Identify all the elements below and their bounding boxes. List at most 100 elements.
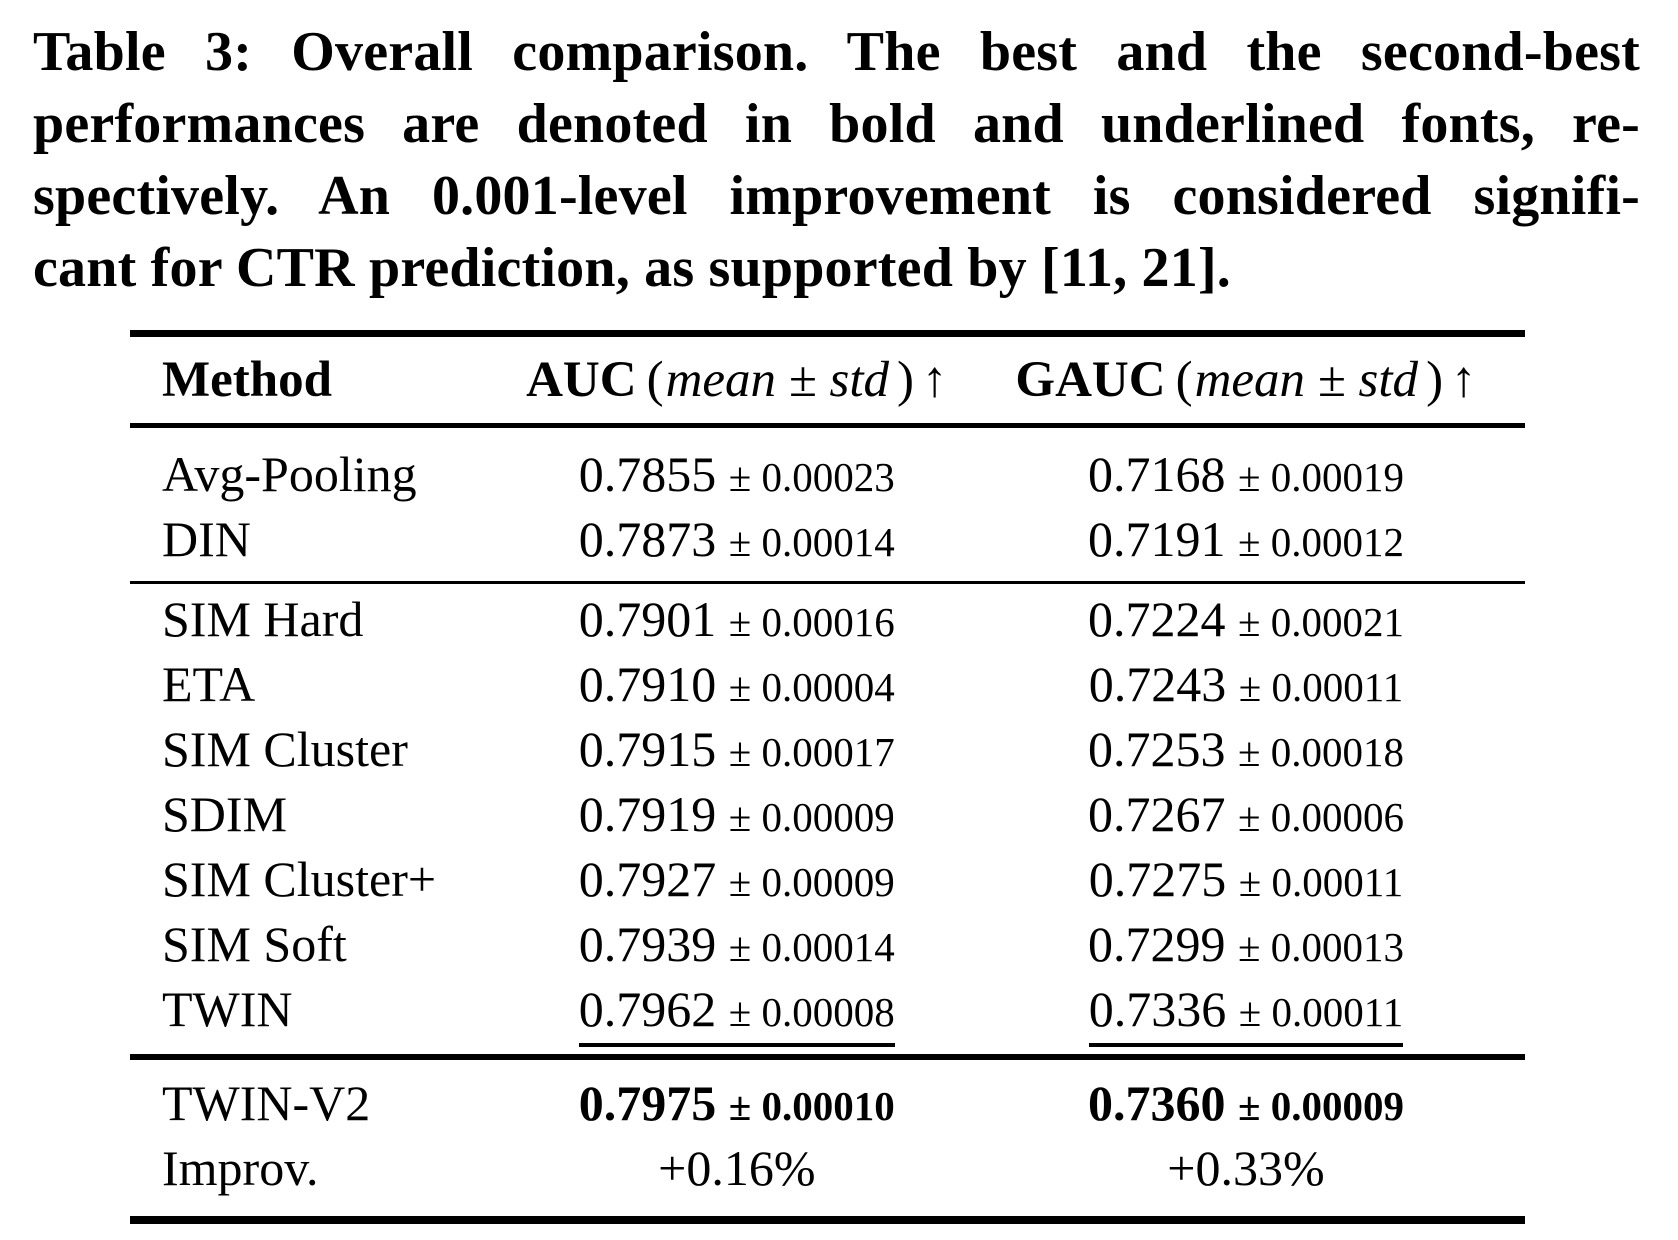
gauc-std: ± 0.00009 xyxy=(1237,1082,1404,1129)
header-method: Method xyxy=(162,352,332,408)
gauc-cell: 0.7191 ± 0.00012 xyxy=(967,510,1525,568)
auc-cell: 0.7919 ± 0.00009 xyxy=(507,785,967,843)
gauc-std: ± 0.00021 xyxy=(1237,598,1404,645)
caption-line: spectively. An 0.001-level improvement i… xyxy=(33,165,1640,227)
gauc-mean: 0.7299 xyxy=(1087,915,1226,972)
auc-std: ± 0.00010 xyxy=(728,1082,895,1129)
gauc-mean: 0.7267 xyxy=(1087,785,1226,842)
header-gauc: GAUC (mean ± std) ↑ xyxy=(967,351,1525,409)
auc-std: ± 0.00023 xyxy=(728,453,895,500)
table-row: SIM Soft 0.7939 ± 0.00014 0.7299 ± 0.000… xyxy=(130,911,1525,976)
up-arrow-icon: ↑ xyxy=(1451,352,1477,408)
header-gauc-open-paren: ( xyxy=(1175,352,1193,408)
table-row: ETA 0.7910 ± 0.00004 0.7243 ± 0.00011 xyxy=(130,651,1525,716)
table-row: SIM Cluster+ 0.7927 ± 0.00009 0.7275 ± 0… xyxy=(130,846,1525,911)
auc-cell: 0.7915 ± 0.00017 xyxy=(507,720,967,778)
gauc-mean: 0.7275 xyxy=(1088,850,1227,907)
gauc-cell: 0.7224 ± 0.00021 xyxy=(967,590,1525,648)
underlined-value: 0.7336 ± 0.00011 xyxy=(1088,980,1404,1047)
gauc-std: ± 0.00012 xyxy=(1237,518,1404,565)
table-row-improvement: Improv. +0.16% +0.33% xyxy=(130,1135,1525,1200)
table-row: SIM Cluster 0.7915 ± 0.00017 0.7253 ± 0.… xyxy=(130,716,1525,781)
bold-value: 0.7360 ± 0.00009 xyxy=(1088,1075,1404,1131)
gauc-cell: 0.7299 ± 0.00013 xyxy=(967,915,1525,973)
table-row: DIN 0.7873 ± 0.00014 0.7191 ± 0.00012 xyxy=(130,506,1525,571)
auc-std: ± 0.00009 xyxy=(728,793,895,840)
gauc-mean: 0.7168 xyxy=(1087,445,1226,502)
gauc-mean: 0.7191 xyxy=(1087,510,1226,567)
method-cell: SIM Cluster+ xyxy=(162,850,437,907)
auc-cell: 0.7855 ± 0.00023 xyxy=(507,445,967,503)
gauc-std: ± 0.00018 xyxy=(1237,728,1404,775)
table-row: SIM Hard 0.7901 ± 0.00016 0.7224 ± 0.000… xyxy=(130,586,1525,651)
auc-cell: 0.7910 ± 0.00004 xyxy=(507,655,967,713)
auc-std: ± 0.00008 xyxy=(728,988,895,1035)
gauc-mean: 0.7360 xyxy=(1087,1074,1226,1131)
section-rule xyxy=(130,581,1525,584)
gauc-cell: 0.7336 ± 0.00011 xyxy=(967,980,1525,1047)
table-top-rule xyxy=(130,330,1525,337)
auc-mean: 0.7975 xyxy=(578,1074,717,1131)
gauc-cell: 0.7360 ± 0.00009 xyxy=(967,1074,1525,1132)
auc-mean: 0.7873 xyxy=(578,510,717,567)
gauc-cell: 0.7243 ± 0.00011 xyxy=(967,655,1525,713)
auc-cell: 0.7939 ± 0.00014 xyxy=(507,915,967,973)
section-rule xyxy=(130,1054,1525,1060)
table-row: SDIM 0.7919 ± 0.00009 0.7267 ± 0.00006 xyxy=(130,781,1525,846)
auc-std: ± 0.00009 xyxy=(728,858,895,905)
gauc-std: ± 0.00013 xyxy=(1237,923,1404,970)
auc-improvement: +0.16% xyxy=(658,1139,816,1196)
auc-cell: 0.7873 ± 0.00014 xyxy=(507,510,967,568)
table-header-row: Method AUC (mean ± std) ↑ GAUC (mean ± std)… xyxy=(130,337,1525,423)
auc-std: ± 0.00014 xyxy=(728,923,895,970)
auc-std: ± 0.00014 xyxy=(728,518,895,565)
auc-mean: 0.7910 xyxy=(578,655,717,712)
method-cell: Avg-Pooling xyxy=(162,445,417,502)
gauc-std: ± 0.00006 xyxy=(1237,793,1404,840)
auc-cell: +0.16% xyxy=(507,1139,967,1197)
header-gauc-qualifier: mean ± std xyxy=(1194,352,1419,408)
auc-std: ± 0.00017 xyxy=(728,728,895,775)
method-cell: TWIN xyxy=(162,980,293,1037)
auc-mean: 0.7915 xyxy=(578,720,717,777)
auc-cell: 0.7975 ± 0.00010 xyxy=(507,1074,967,1132)
method-cell: ETA xyxy=(162,655,256,712)
auc-cell: 0.7901 ± 0.00016 xyxy=(507,590,967,648)
baseline-section: Avg-Pooling 0.7855 ± 0.00023 0.7168 ± 0.… xyxy=(130,428,1525,581)
gauc-mean: 0.7253 xyxy=(1087,720,1226,777)
header-gauc-name: GAUC xyxy=(1015,352,1166,408)
gauc-std: ± 0.00019 xyxy=(1237,453,1404,500)
method-cell: Improv. xyxy=(162,1139,319,1196)
gauc-mean: 0.7224 xyxy=(1087,590,1226,647)
table-row: Avg-Pooling 0.7855 ± 0.00023 0.7168 ± 0.… xyxy=(130,441,1525,506)
gauc-std: ± 0.00011 xyxy=(1238,858,1404,905)
auc-mean: 0.7855 xyxy=(578,445,717,502)
auc-mean: 0.7962 xyxy=(578,980,717,1037)
table-caption: Table 3: Overall comparison. The best an… xyxy=(33,16,1640,304)
gauc-cell: +0.33% xyxy=(967,1139,1525,1197)
gauc-cell: 0.7253 ± 0.00018 xyxy=(967,720,1525,778)
auc-cell: 0.7927 ± 0.00009 xyxy=(507,850,967,908)
proposed-section: TWIN-V2 0.7975 ± 0.00010 0.7360 ± 0.0000… xyxy=(130,1060,1525,1216)
auc-cell: 0.7962 ± 0.00008 xyxy=(507,980,967,1047)
auc-mean: 0.7901 xyxy=(578,590,717,647)
caption-line: cant for CTR prediction, as supported by… xyxy=(33,237,1232,299)
header-auc-qualifier: mean ± std xyxy=(665,352,890,408)
table-bottom-rule xyxy=(130,1216,1525,1224)
gauc-cell: 0.7168 ± 0.00019 xyxy=(967,445,1525,503)
bold-value: 0.7975 ± 0.00010 xyxy=(579,1075,895,1131)
auc-mean: 0.7939 xyxy=(578,915,717,972)
gauc-std: ± 0.00011 xyxy=(1238,988,1404,1035)
caption-line: Table 3: Overall comparison. The best an… xyxy=(33,21,1640,83)
method-cell: TWIN-V2 xyxy=(162,1074,371,1131)
header-auc-name: AUC xyxy=(526,352,637,408)
method-cell: SIM Cluster xyxy=(162,720,408,777)
gauc-cell: 0.7275 ± 0.00011 xyxy=(967,850,1525,908)
method-cell: SIM Soft xyxy=(162,915,347,972)
header-auc-close-paren: ) xyxy=(897,352,915,408)
gauc-mean: 0.7336 xyxy=(1088,980,1227,1037)
comparison-table: Method AUC (mean ± std) ↑ GAUC (mean ± std)… xyxy=(130,330,1525,1224)
header-gauc-close-paren: ) xyxy=(1426,352,1444,408)
table-row-twin: TWIN 0.7962 ± 0.00008 0.7336 ± 0.00011 xyxy=(130,976,1525,1047)
gauc-mean: 0.7243 xyxy=(1088,655,1227,712)
